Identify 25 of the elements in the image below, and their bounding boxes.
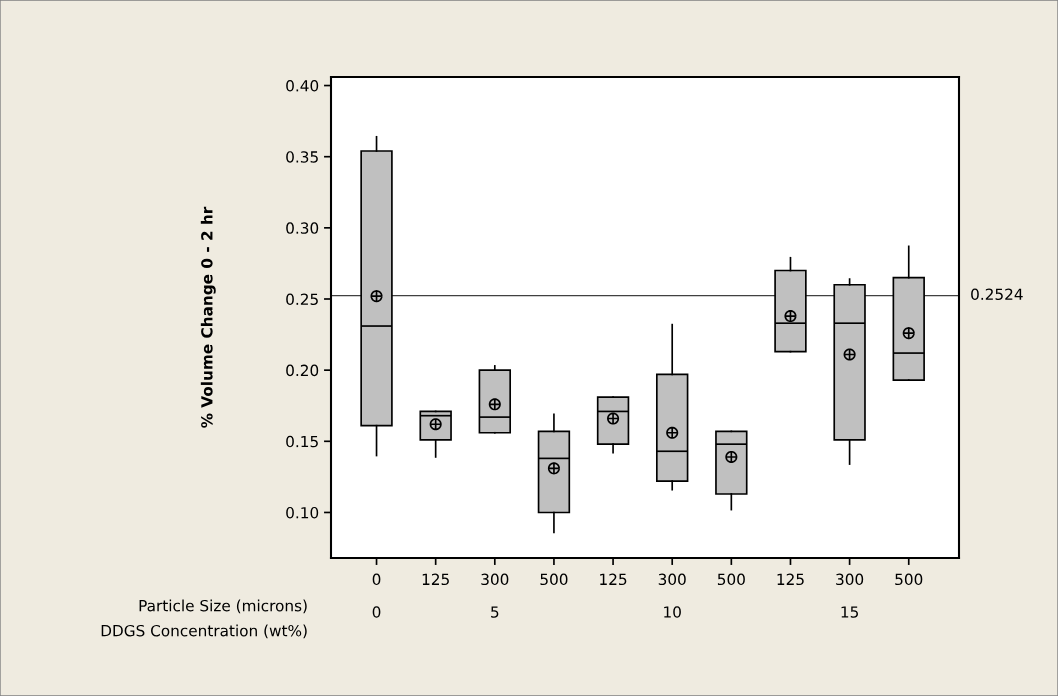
y-tick-label: 0.10 — [286, 506, 319, 519]
ref-line-label: 0.2524 — [971, 288, 1023, 301]
y-tick-label: 0.15 — [286, 435, 318, 448]
text: 0 — [372, 606, 381, 618]
x-tick-label: 500 — [540, 573, 568, 586]
y-tick-label: 0.25 — [286, 293, 318, 306]
x-tick-label: 125 — [600, 573, 627, 586]
x-tick-label: 125 — [777, 573, 804, 586]
x-tick-label: 300 — [481, 573, 509, 586]
y-tick-label: 0.20 — [286, 364, 319, 377]
x-tick-label: 300 — [836, 573, 864, 586]
x-tick-label: 0 — [372, 573, 381, 586]
x-tick-label: 500 — [717, 573, 745, 586]
text: 5 — [491, 606, 499, 618]
text: 15 — [841, 606, 858, 618]
text: 10 — [664, 606, 681, 618]
x-tick-label: 500 — [895, 573, 923, 586]
x-tick-label: 300 — [658, 573, 686, 586]
text: DDGS Concentration (wt%) — [101, 624, 307, 639]
y-tick-label: 0.35 — [286, 151, 318, 163]
y-tick-label: 0.30 — [286, 222, 319, 234]
y-axis-title: % Volume Change 0 - 2 hr — [200, 206, 216, 428]
x-tick-label: 125 — [422, 573, 449, 586]
text: Particle Size (microns) — [139, 599, 307, 614]
y-tick-label: 0.40 — [286, 80, 319, 92]
